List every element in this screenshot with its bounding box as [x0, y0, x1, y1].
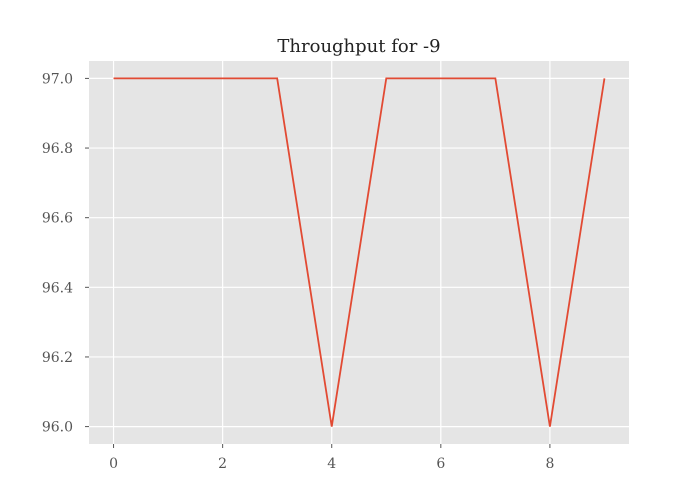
x-tick-label: 2 [218, 456, 227, 472]
chart-title: Throughput for -9 [277, 36, 440, 57]
tick-labels: 0 2 4 6 8 96.0 96.2 96.4 96.6 96.8 97.0 [42, 71, 555, 472]
series-lines [113, 77, 606, 427]
y-tick-label: 96.8 [42, 141, 73, 157]
x-tick-label: 6 [436, 456, 445, 472]
x-tick-label: 8 [545, 456, 554, 472]
grid [89, 61, 629, 444]
y-tick-label: 96.4 [42, 280, 73, 296]
x-tick-label: 4 [327, 456, 336, 472]
tick-marks [85, 77, 551, 448]
y-tick-label: 96.2 [42, 350, 73, 366]
series-line-0 [113, 77, 606, 427]
x-tick-label: 0 [109, 456, 118, 472]
y-tick-label: 96.6 [42, 211, 73, 227]
y-tick-label: 97.0 [42, 71, 73, 87]
y-tick-label: 96.0 [42, 420, 73, 436]
